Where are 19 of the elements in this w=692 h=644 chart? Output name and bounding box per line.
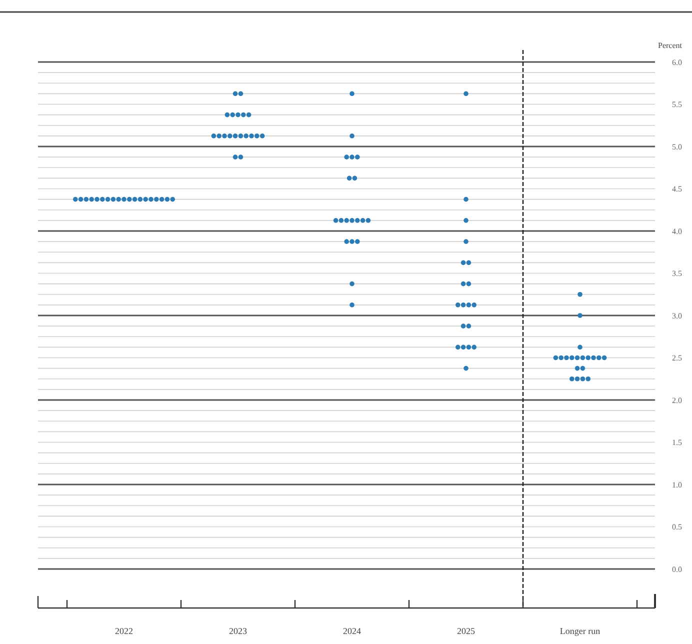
y-tick-label: 3.0: [672, 311, 682, 320]
x-tick-label: 2022: [115, 626, 133, 636]
y-tick-label: 0.5: [672, 522, 682, 532]
x-tick-label: 2024: [343, 626, 362, 636]
y-tick-label: 4.0: [672, 226, 682, 236]
y-tick-label: 4.5: [672, 184, 682, 194]
y-tick-label: 2.5: [672, 354, 682, 363]
y-tick-label: 0.0: [672, 564, 682, 574]
y-tick-label: 2.0: [672, 396, 682, 405]
y-axis-title: Percent: [658, 41, 683, 50]
y-tick-label: 5.0: [672, 142, 682, 152]
x-tick-label: 2025: [457, 626, 476, 636]
y-tick-label: 1.5: [672, 438, 682, 448]
x-tick-label: 2023: [229, 626, 248, 636]
y-tick-label: 6.0: [672, 58, 682, 67]
y-tick-label: 3.5: [672, 269, 682, 278]
y-tick-label: 5.5: [672, 100, 682, 110]
x-tick-label: Longer run: [560, 626, 601, 636]
y-tick-label: 1.0: [672, 480, 682, 490]
